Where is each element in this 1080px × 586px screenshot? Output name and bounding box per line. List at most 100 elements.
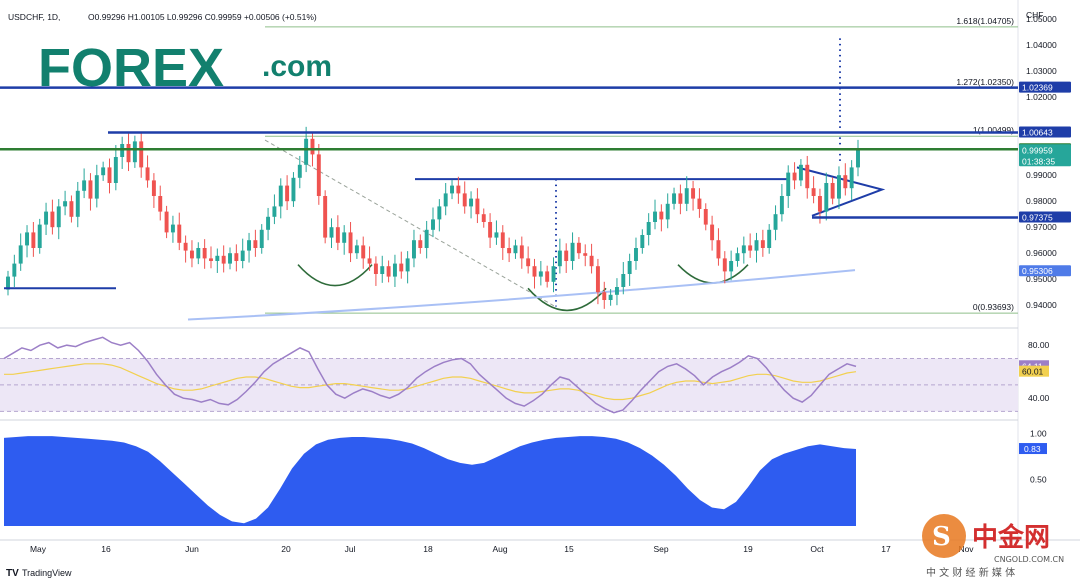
candle-body bbox=[31, 232, 36, 248]
candle-body bbox=[443, 193, 448, 207]
candle-body bbox=[170, 224, 175, 233]
candle-body bbox=[221, 255, 226, 264]
horizontal-levels bbox=[0, 86, 1018, 290]
candle-body bbox=[240, 250, 245, 261]
candle-body bbox=[354, 245, 359, 254]
candle-body bbox=[741, 245, 746, 254]
candle bbox=[354, 239, 359, 259]
candle-body bbox=[500, 232, 505, 248]
candle bbox=[189, 240, 194, 268]
candle bbox=[773, 205, 778, 241]
candle-body bbox=[494, 232, 499, 238]
candle bbox=[672, 187, 677, 210]
rsi-signal-line bbox=[4, 363, 857, 401]
time-tick-label: Jun bbox=[185, 544, 199, 554]
price-tag: 0.95306 bbox=[1019, 265, 1071, 277]
candle bbox=[557, 238, 562, 274]
candle-body bbox=[627, 261, 632, 274]
candle-body bbox=[215, 255, 220, 261]
candle-body bbox=[450, 185, 454, 194]
candle-body bbox=[716, 240, 721, 259]
price-tick-label: 0.96000 bbox=[1026, 248, 1057, 258]
candle bbox=[297, 155, 302, 189]
candle bbox=[760, 229, 765, 257]
candle bbox=[779, 184, 784, 222]
candle-body bbox=[164, 211, 169, 233]
candle-body bbox=[386, 266, 391, 277]
candle bbox=[614, 278, 619, 306]
price-tick-label: 0.94000 bbox=[1026, 300, 1057, 310]
indicator-tag: 0.83 bbox=[1019, 443, 1047, 455]
candle-body bbox=[431, 219, 435, 230]
candle bbox=[792, 162, 797, 190]
candle bbox=[285, 175, 290, 211]
candle-body bbox=[405, 258, 410, 272]
candle bbox=[741, 236, 746, 264]
candle-body bbox=[202, 248, 207, 259]
candle bbox=[329, 218, 334, 248]
tradingview-brand: TV TradingView bbox=[6, 568, 72, 579]
time-tick-label: May bbox=[30, 544, 47, 554]
candle bbox=[196, 242, 201, 265]
candle bbox=[6, 270, 10, 296]
candle bbox=[767, 224, 772, 254]
candle bbox=[494, 220, 499, 245]
candle-body bbox=[266, 216, 271, 230]
time-tick-label: Oct bbox=[810, 544, 824, 554]
candle bbox=[564, 243, 569, 273]
candle-body bbox=[837, 175, 841, 199]
candle bbox=[722, 251, 727, 284]
candle-body bbox=[158, 196, 163, 212]
candle-body bbox=[183, 242, 188, 251]
candle bbox=[462, 181, 467, 214]
candle bbox=[215, 248, 220, 273]
candle bbox=[545, 265, 550, 288]
candle-body bbox=[56, 206, 61, 228]
candle bbox=[202, 239, 207, 269]
candle bbox=[18, 233, 23, 271]
candle-body bbox=[583, 253, 588, 256]
candle bbox=[437, 199, 442, 232]
price-tag-value: 1.02369 bbox=[1022, 83, 1053, 93]
price-tick-label: 1.03000 bbox=[1026, 66, 1057, 76]
candle bbox=[424, 220, 429, 259]
candle-body bbox=[361, 245, 366, 259]
candle bbox=[824, 172, 829, 221]
ma-line bbox=[187, 269, 856, 321]
candle bbox=[754, 232, 759, 263]
candle-body bbox=[672, 193, 677, 204]
candle-body bbox=[50, 211, 55, 228]
candle-body bbox=[151, 180, 156, 196]
price-tag-bg bbox=[1019, 81, 1071, 93]
candle bbox=[481, 208, 486, 228]
candle-body bbox=[316, 154, 321, 196]
candle-body bbox=[532, 266, 537, 277]
candle bbox=[63, 190, 68, 216]
candle-body bbox=[513, 245, 518, 254]
candle-body bbox=[729, 261, 734, 272]
candle-body bbox=[94, 175, 99, 199]
candle-body bbox=[748, 245, 753, 251]
price-axis-ticks: 1.05000 1.04000 1.03000 1.02000 0.99000 0.980… bbox=[1026, 14, 1057, 310]
candle bbox=[583, 244, 588, 267]
candle-body bbox=[291, 177, 296, 202]
candle bbox=[259, 224, 264, 254]
candle-body bbox=[779, 196, 784, 215]
candle bbox=[94, 164, 99, 208]
candle bbox=[177, 212, 182, 251]
tradingview-icon: TV bbox=[6, 568, 19, 579]
candle-body bbox=[767, 229, 772, 248]
candle bbox=[431, 207, 435, 238]
candle-body bbox=[469, 198, 474, 207]
candle bbox=[443, 183, 448, 216]
forex-logo: FOREX .com bbox=[38, 38, 332, 98]
candle bbox=[412, 229, 416, 268]
candle bbox=[589, 243, 594, 274]
price-tag-value: 0.97375 bbox=[1022, 212, 1053, 222]
candle bbox=[44, 202, 49, 235]
candle bbox=[418, 234, 423, 254]
candle bbox=[849, 160, 854, 201]
cngold-tagline: 中 文 财 经 新 媒 体 bbox=[926, 566, 1015, 579]
candle-body bbox=[228, 253, 232, 264]
